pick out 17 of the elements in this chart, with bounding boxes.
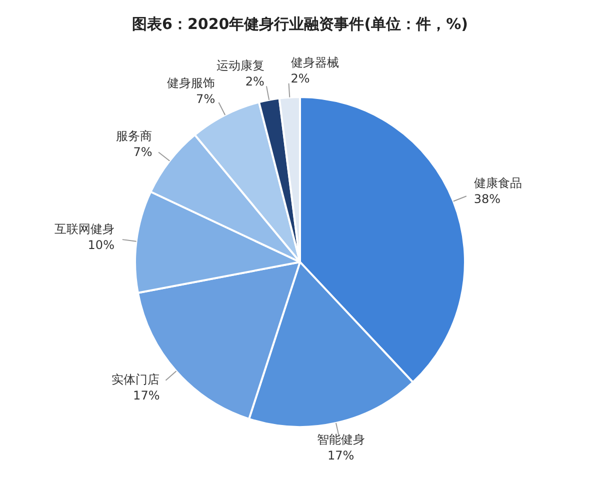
slice-label: 互联网健身 <box>54 222 114 236</box>
chart-title: 图表6：2020年健身行业融资事件(单位：件，%) <box>132 14 468 33</box>
slice-label: 服务商 <box>116 129 152 144</box>
data-label: 38% <box>474 192 501 206</box>
data-label: 7% <box>133 145 152 160</box>
data-label: 2% <box>245 74 264 89</box>
slice-label: 健身器械 <box>290 56 339 70</box>
slice-label: 运动康复 <box>216 58 264 73</box>
data-label: 7% <box>196 92 216 106</box>
slice-label: 健康食品 <box>474 176 522 190</box>
data-label: 2% <box>290 72 310 86</box>
slice-label: 健身服饰 <box>167 76 216 90</box>
slice-label: 实体门店 <box>112 372 160 386</box>
slice-label: 智能健身 <box>316 432 365 447</box>
data-label: 10% <box>88 238 114 252</box>
data-label: 17% <box>327 448 354 463</box>
data-label: 17% <box>133 388 160 402</box>
